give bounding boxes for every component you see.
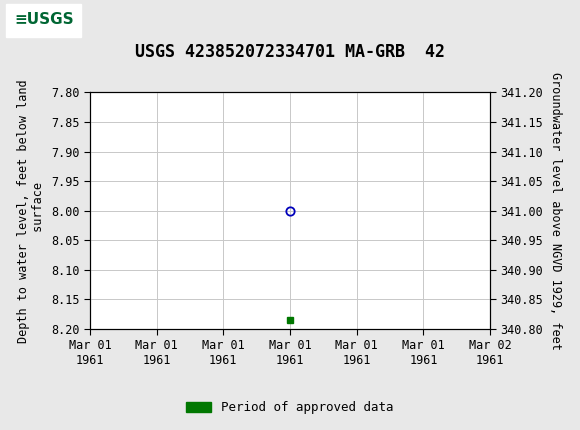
Y-axis label: Groundwater level above NGVD 1929, feet: Groundwater level above NGVD 1929, feet (549, 72, 562, 350)
Text: ≡USGS: ≡USGS (14, 12, 74, 27)
Text: USGS 423852072334701 MA-GRB  42: USGS 423852072334701 MA-GRB 42 (135, 43, 445, 61)
Y-axis label: Depth to water level, feet below land
 surface: Depth to water level, feet below land su… (17, 79, 45, 343)
Bar (6, 4, 81, 37)
Legend: Period of approved data: Period of approved data (181, 396, 399, 419)
